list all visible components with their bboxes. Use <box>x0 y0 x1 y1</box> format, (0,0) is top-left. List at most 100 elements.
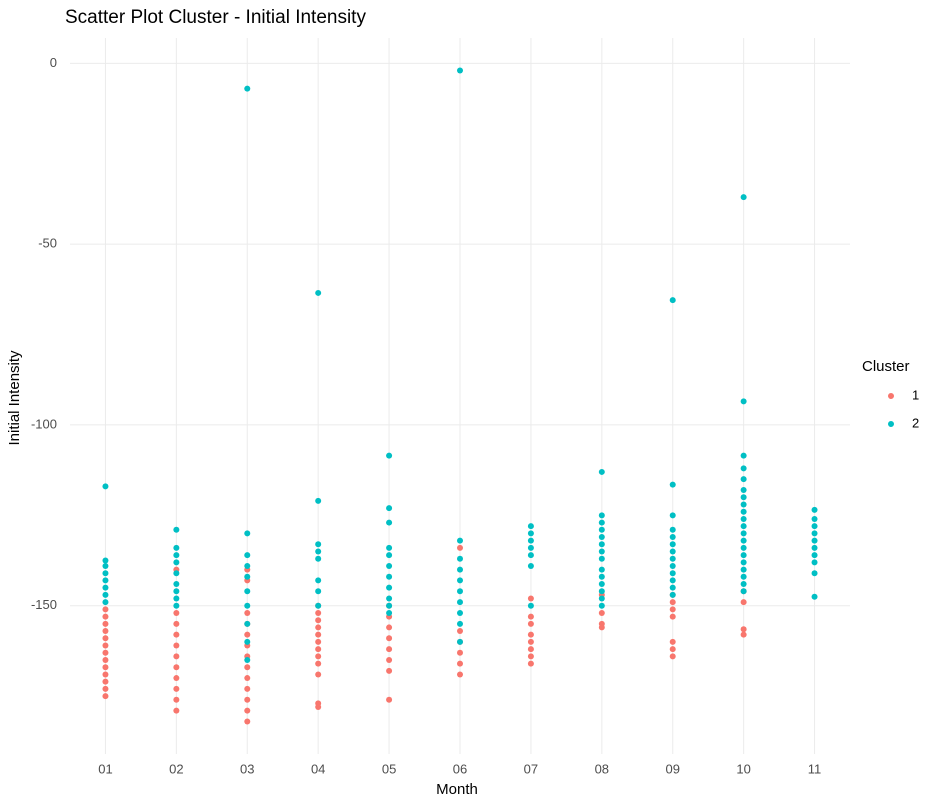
point <box>598 519 605 526</box>
point <box>457 588 463 595</box>
point <box>102 557 109 564</box>
point <box>244 685 251 692</box>
point <box>386 696 393 703</box>
point <box>244 620 251 627</box>
point <box>598 595 605 602</box>
point <box>527 523 534 530</box>
point <box>598 624 605 631</box>
x-tick-label: 02 <box>169 761 183 776</box>
point <box>669 591 676 598</box>
point <box>527 552 534 559</box>
x-tick-label: 10 <box>736 761 750 776</box>
point <box>315 671 322 678</box>
point <box>102 584 109 591</box>
point <box>244 602 251 609</box>
point <box>527 653 534 660</box>
y-tick-label: 0 <box>50 55 57 70</box>
point <box>386 544 393 551</box>
point <box>740 552 747 559</box>
point <box>740 398 747 405</box>
legend-marker <box>888 421 894 427</box>
point <box>386 646 393 653</box>
point <box>457 566 463 573</box>
point <box>740 626 747 633</box>
point <box>811 552 818 559</box>
point <box>102 570 109 577</box>
point <box>173 570 180 577</box>
point <box>669 613 676 620</box>
point <box>173 544 180 551</box>
point <box>386 609 393 616</box>
point <box>457 67 463 74</box>
x-tick-label: 05 <box>382 761 396 776</box>
point <box>740 452 747 459</box>
point <box>102 635 109 642</box>
x-tick-label: 03 <box>240 761 254 776</box>
point <box>669 481 676 488</box>
point <box>811 593 818 600</box>
point <box>527 620 534 627</box>
point <box>457 620 463 627</box>
point <box>386 624 393 631</box>
point <box>173 642 180 649</box>
point <box>386 667 393 674</box>
x-tick-label: 07 <box>524 761 538 776</box>
point <box>527 562 534 569</box>
point <box>669 512 676 519</box>
point <box>598 534 605 541</box>
point <box>244 638 251 645</box>
point <box>740 631 747 638</box>
point <box>173 653 180 660</box>
point <box>598 526 605 533</box>
point <box>740 581 747 588</box>
point <box>315 617 322 624</box>
point <box>315 660 322 667</box>
point <box>102 671 109 678</box>
point <box>315 609 322 616</box>
point <box>527 602 534 609</box>
y-axis-label: Initial Intensity <box>6 350 23 446</box>
point <box>669 653 676 660</box>
point <box>598 609 605 616</box>
point <box>315 638 322 645</box>
point <box>598 548 605 555</box>
point <box>102 620 109 627</box>
point <box>173 552 180 559</box>
point <box>527 595 534 602</box>
point <box>527 613 534 620</box>
point <box>740 559 747 566</box>
point <box>173 588 180 595</box>
point <box>315 497 322 504</box>
point <box>457 609 463 616</box>
point <box>315 653 322 660</box>
point <box>811 537 818 544</box>
point <box>811 570 818 577</box>
point <box>598 573 605 580</box>
point <box>527 638 534 645</box>
point <box>102 685 109 692</box>
point <box>244 85 251 92</box>
point <box>740 476 747 483</box>
point <box>811 523 818 530</box>
point <box>669 646 676 653</box>
point <box>102 613 109 620</box>
x-tick-label: 06 <box>453 761 467 776</box>
point <box>598 588 605 595</box>
point <box>811 544 818 551</box>
point <box>173 581 180 588</box>
point <box>315 541 322 548</box>
point <box>598 602 605 609</box>
point <box>102 649 109 656</box>
point <box>315 289 322 296</box>
point <box>315 555 322 562</box>
point <box>244 530 251 537</box>
point <box>386 573 393 580</box>
point <box>244 631 251 638</box>
point <box>102 656 109 663</box>
x-tick-label: 04 <box>311 761 325 776</box>
point <box>740 544 747 551</box>
point <box>102 562 109 569</box>
point <box>740 573 747 580</box>
point <box>173 685 180 692</box>
